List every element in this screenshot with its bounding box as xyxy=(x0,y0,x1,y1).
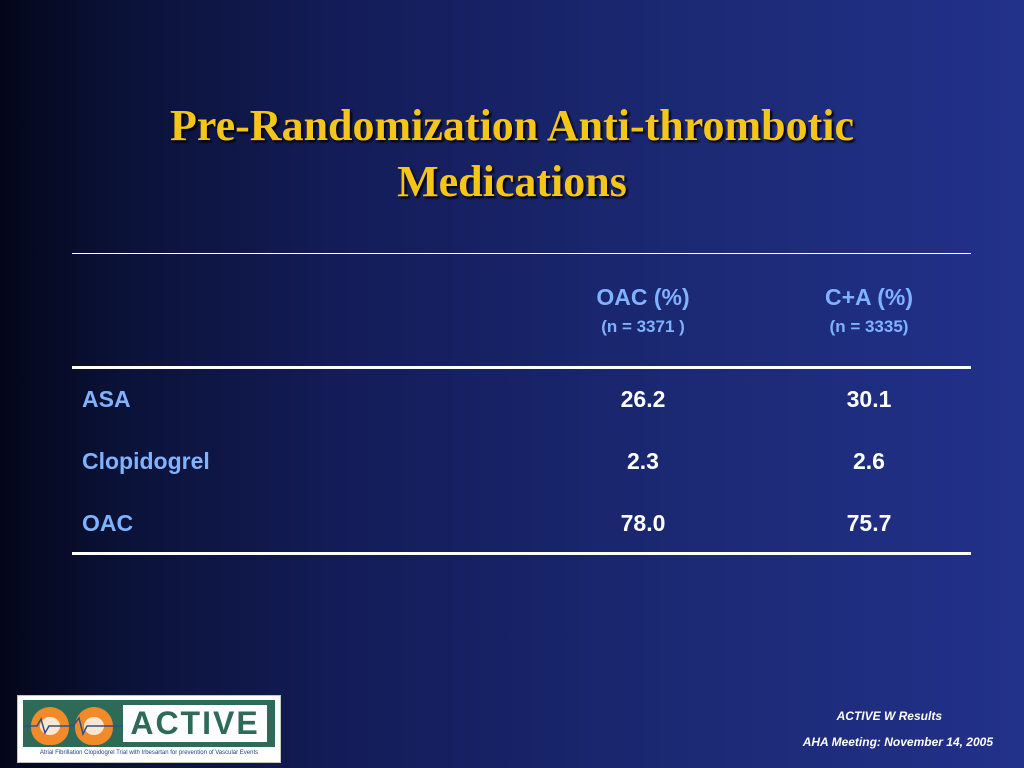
slide-title: Pre-Randomization Anti-thrombotic Medica… xyxy=(60,98,964,210)
table-cell: 2.3 xyxy=(627,448,659,474)
logo-tagline: Atrial Fibrillation Clopidogrel Trial wi… xyxy=(39,750,259,756)
column-header-sample-size: (n = 3335) xyxy=(829,317,909,336)
slide-title-line1: Pre-Randomization Anti-thrombotic xyxy=(170,101,854,150)
table-cell: 2.6 xyxy=(853,448,885,474)
table-cell: 75.7 xyxy=(846,510,892,536)
table-cell: 78.0 xyxy=(620,510,666,536)
table-header-rule xyxy=(72,366,971,369)
row-label-asa: ASA xyxy=(82,386,131,412)
table-top-rule xyxy=(72,253,971,254)
footer-meeting-date: AHA Meeting: November 14, 2005 xyxy=(802,735,993,749)
column-header-ca: C+A (%) (n = 3335) xyxy=(769,282,969,338)
column-header-oac: OAC (%) (n = 3371 ) xyxy=(543,282,743,338)
footer-results-label: ACTIVE W Results xyxy=(836,709,942,723)
logo-banner: ACTIVE xyxy=(23,700,275,747)
table-cell: 26.2 xyxy=(620,386,666,412)
active-trial-logo: ACTIVE Atrial Fibrillation Clopidogrel T… xyxy=(17,695,281,763)
slide-title-line2: Medications xyxy=(397,157,627,206)
logo-wordmark: ACTIVE xyxy=(123,705,267,742)
row-label-clopidogrel: Clopidogrel xyxy=(82,448,210,474)
column-header-sample-size: (n = 3371 ) xyxy=(601,317,685,336)
table-cell: 30.1 xyxy=(846,386,892,412)
ekg-line-icon xyxy=(23,716,123,736)
row-label-oac: OAC xyxy=(82,510,134,536)
column-header-label: C+A (%) xyxy=(825,284,913,310)
column-header-label: OAC (%) xyxy=(596,284,690,310)
table-bottom-rule xyxy=(72,552,971,555)
